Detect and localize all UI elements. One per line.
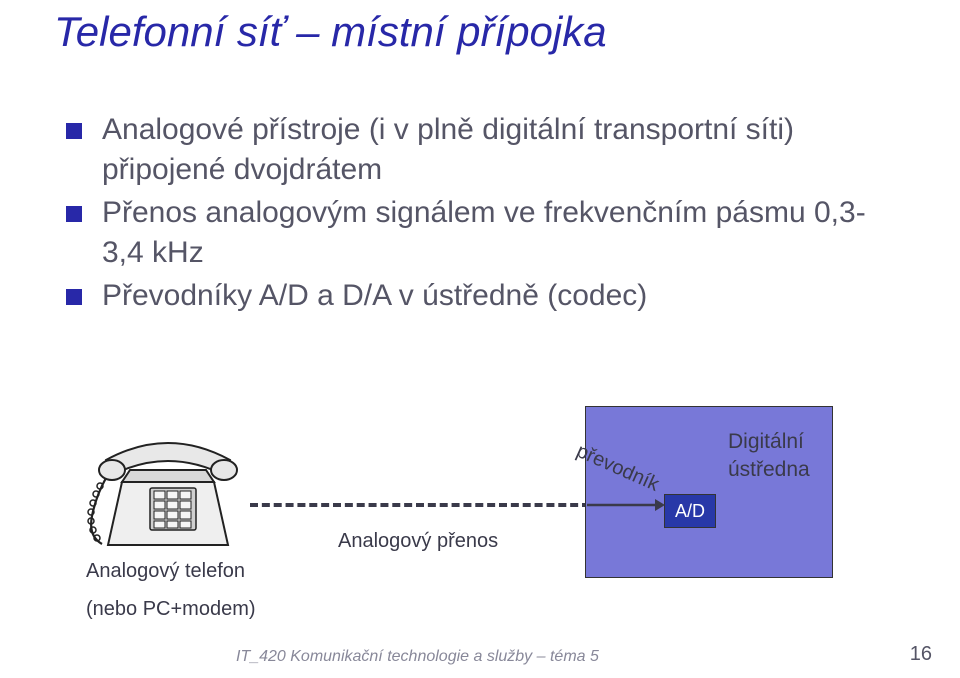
phone-sublabel: (nebo PC+modem) (86, 598, 256, 621)
bullet-text: Převodníky A/D a D/A v ústředně (codec) (102, 276, 647, 316)
slide-title: Telefonní síť – místní přípojka (54, 8, 607, 56)
exchange-label: Digitální ústředna (728, 428, 810, 485)
footer-text: IT_420 Komunikační technologie a služby … (236, 648, 599, 666)
analog-line (250, 503, 590, 507)
telephone-icon (78, 430, 258, 565)
phone-label: Analogový telefon (86, 560, 245, 583)
exchange-label-line1: Digitální (728, 430, 804, 453)
bullet-item: Analogové přístroje (i v plně digitální … (66, 110, 886, 189)
bullet-icon (66, 206, 82, 222)
arrow-icon (585, 492, 667, 518)
page-number: 16 (910, 643, 932, 666)
transfer-label: Analogový přenos (338, 530, 498, 553)
bullet-list: Analogové přístroje (i v plně digitální … (66, 110, 886, 320)
bullet-item: Přenos analogovým signálem ve frekvenční… (66, 193, 886, 272)
bullet-icon (66, 123, 82, 139)
bullet-text: Přenos analogovým signálem ve frekvenční… (102, 193, 886, 272)
bullet-text: Analogové přístroje (i v plně digitální … (102, 110, 886, 189)
bullet-item: Převodníky A/D a D/A v ústředně (codec) (66, 276, 886, 316)
exchange-label-line2: ústředna (728, 458, 810, 481)
bullet-icon (66, 289, 82, 305)
diagram: Analogový přenos A/D převodník Digitální… (0, 400, 960, 620)
ad-converter-box: A/D (664, 494, 716, 528)
